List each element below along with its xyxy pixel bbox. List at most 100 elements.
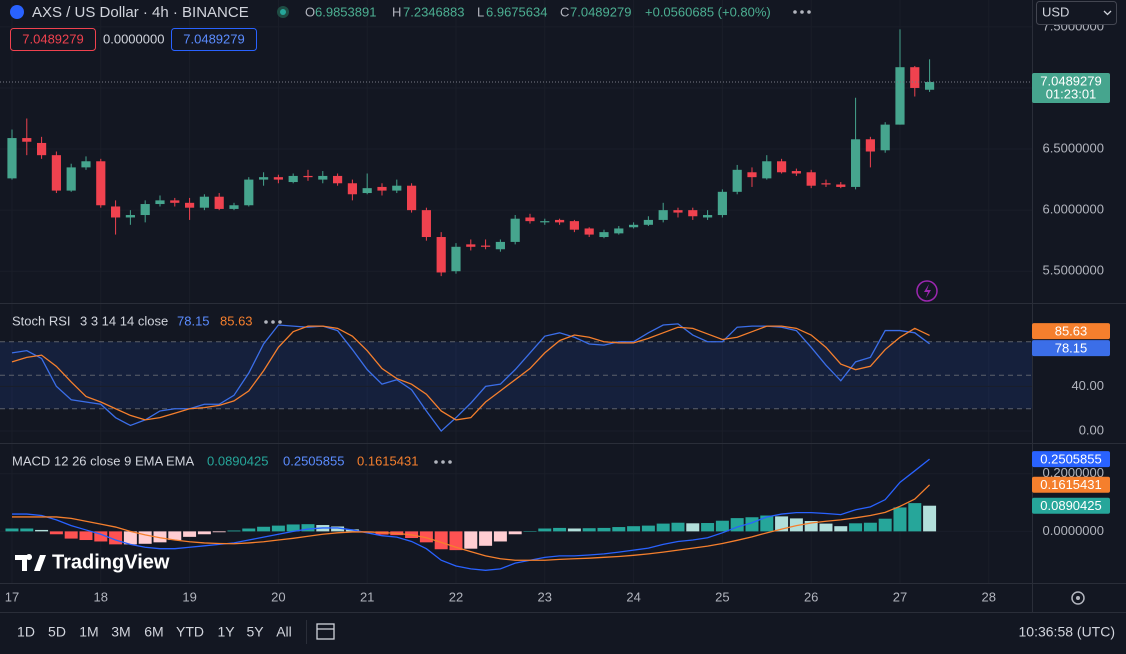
histogram-bar: [79, 531, 93, 541]
histogram-bar: [242, 528, 256, 532]
x-tick-label: 17: [5, 589, 19, 604]
histogram-bar: [479, 531, 493, 546]
alert-icon[interactable]: [916, 280, 938, 302]
price-label-box: [1032, 497, 1110, 514]
candle-body: [347, 183, 357, 195]
ohlc-letter: H: [392, 4, 401, 19]
y-tick-label: 5.5000000: [1043, 263, 1104, 278]
ohlc-value: 6.9853891: [315, 4, 376, 19]
y-tick-label: 0.00: [1079, 422, 1104, 437]
currency-select[interactable]: [1036, 1, 1117, 25]
gear-icon: [1071, 591, 1085, 605]
candle-body: [732, 169, 742, 192]
candle-body: [392, 185, 402, 191]
settings-button[interactable]: [1071, 591, 1085, 605]
ohlc-value: 7.2346883: [403, 4, 464, 19]
candle-body: [288, 175, 298, 183]
histogram-bar: [863, 522, 877, 532]
last-price: 7.0489279: [1040, 73, 1101, 88]
candle-body: [332, 175, 343, 184]
histogram-bar: [819, 523, 833, 532]
range-button[interactable]: 1Y: [217, 624, 235, 640]
candle-body: [125, 215, 135, 218]
histogram-bar: [597, 527, 611, 532]
candle-body: [584, 228, 594, 235]
logo[interactable]: TradingView: [15, 551, 170, 573]
range-button[interactable]: All: [276, 624, 292, 640]
candle-body: [81, 161, 91, 168]
histogram-bar: [641, 525, 655, 532]
candle-body: [791, 171, 801, 174]
price-label: 78.15: [1055, 341, 1088, 356]
price-label-box: [1032, 323, 1110, 340]
candle-body: [554, 219, 565, 223]
dot: [264, 320, 268, 324]
toolbar: 1D 5D 1M 3M 6M YTD 1Y 5Y All: [17, 624, 292, 640]
candle-body: [480, 245, 491, 247]
x-tick-label: 26: [804, 589, 818, 604]
range-button[interactable]: 5D: [48, 624, 66, 640]
buy-box[interactable]: [171, 28, 257, 51]
x-tick-label: 22: [449, 589, 463, 604]
price-label: 85.63: [1055, 324, 1088, 339]
panes: 17 18 19 20 21 22 23 24 25 26 27 28 5.5000000 6.00000…: [0, 18, 1104, 605]
histogram-bar: [701, 523, 715, 532]
candle-body: [910, 67, 920, 88]
range-button[interactable]: YTD: [176, 624, 204, 640]
histogram-bar: [271, 525, 285, 532]
sell-box[interactable]: [10, 28, 96, 51]
dot: [271, 320, 275, 324]
histogram-bar: [212, 531, 226, 533]
x-tick-label: 23: [538, 589, 552, 604]
more-button[interactable]: [434, 460, 452, 464]
range-button[interactable]: 6M: [144, 624, 163, 640]
range-button[interactable]: 3M: [111, 624, 130, 640]
range-button[interactable]: 1M: [79, 624, 98, 640]
range-button[interactable]: 5Y: [246, 624, 264, 640]
gear-center: [1076, 596, 1080, 600]
candle-body: [540, 221, 550, 223]
candle-body: [214, 196, 224, 209]
price-label: 0.2505855: [1040, 452, 1101, 467]
candle-body: [110, 206, 121, 218]
last-price-box: [1032, 72, 1110, 103]
y-tick-label: 40.00: [1071, 378, 1104, 393]
range-button[interactable]: 1D: [17, 624, 35, 640]
buy-price: 7.0489279: [183, 31, 244, 46]
histogram-bar: [168, 531, 182, 541]
histogram-bar: [775, 516, 789, 532]
candle-body: [229, 205, 239, 209]
indicator-line: [11, 323, 930, 433]
indicator-line: [11, 484, 931, 561]
date-range-button[interactable]: [316, 623, 335, 640]
candle-body: [865, 139, 875, 152]
more-button[interactable]: [264, 320, 282, 324]
histogram-bar: [123, 531, 137, 545]
histogram-bar: [64, 531, 78, 539]
histogram-bar: [686, 523, 700, 532]
chevron: [1103, 10, 1112, 16]
histogram-bar: [878, 518, 892, 532]
symbol-title[interactable]: AXS / US Dollar · 4h · BINANCE: [32, 4, 249, 21]
histogram-bar: [331, 526, 345, 532]
candle-body: [96, 161, 106, 206]
candle-body: [436, 237, 446, 273]
more-button[interactable]: [793, 10, 811, 14]
candle-body: [155, 200, 165, 205]
indicator-value: 78.15: [177, 313, 210, 328]
histogram-bar: [789, 518, 803, 532]
indicator-value: 85.63: [220, 313, 253, 328]
x-tick-label: 18: [94, 589, 108, 604]
x-tick-label: 21: [360, 589, 374, 604]
candle-body: [821, 183, 831, 185]
histogram-bar: [508, 531, 522, 535]
dot: [807, 10, 811, 14]
market-status-dot: [280, 9, 286, 15]
x-tick-label: 28: [982, 589, 996, 604]
histogram-bar: [227, 530, 241, 532]
histogram-bar: [20, 528, 34, 532]
indicator-value: 0.0890425: [207, 453, 268, 468]
indicator-line: [11, 325, 930, 421]
